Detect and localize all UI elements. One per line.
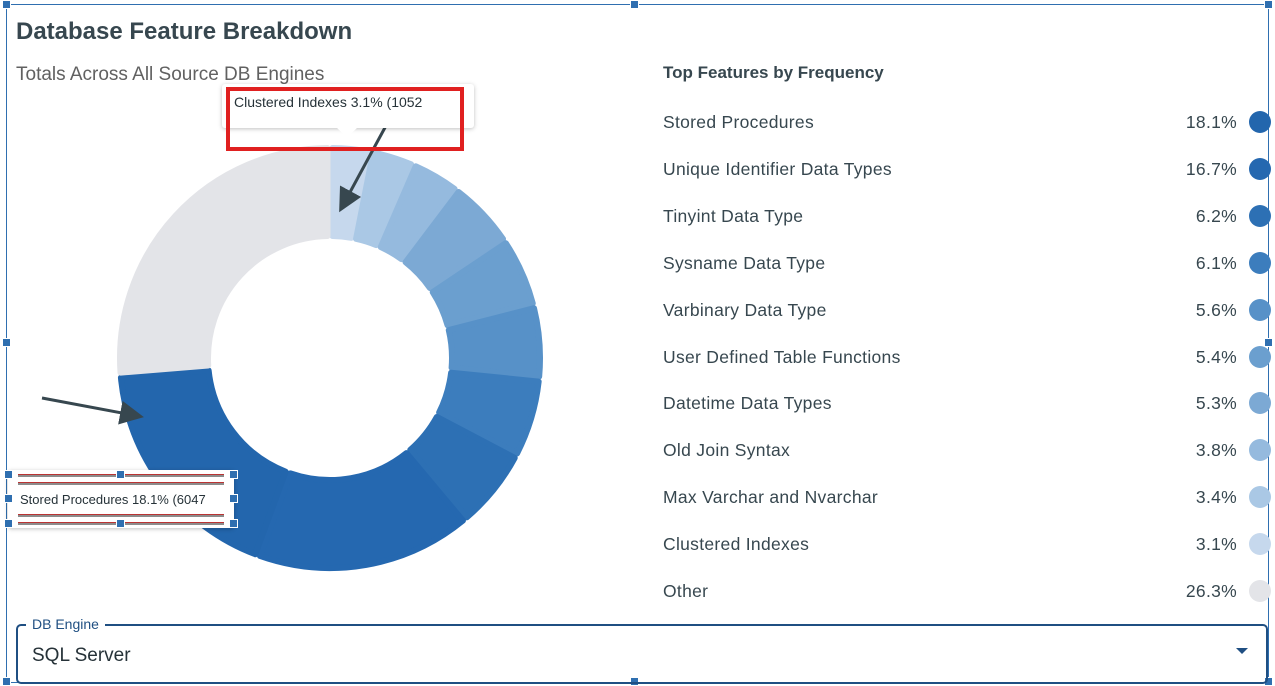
legend-value: 5.4% (1195, 346, 1237, 367)
resize-handle-middle-left[interactable] (2, 338, 11, 347)
legend-value: 3.1% (1195, 534, 1237, 555)
legend-swatch (1249, 111, 1271, 133)
annotation-arrow-clustered-indexes (339, 121, 390, 213)
legend-item-unique-identifier-data-types[interactable]: Unique Identifier Data Types 16.7% (663, 156, 1271, 182)
db-engine-select[interactable]: DB Engine SQL Server (16, 616, 1268, 684)
legend-item-tinyint-data-type[interactable]: Tinyint Data Type 6.2% (663, 203, 1271, 229)
legend-label: Tinyint Data Type (663, 205, 804, 226)
legend-item-stored-procedures[interactable]: Stored Procedures 18.1% (663, 109, 1271, 135)
db-engine-value: SQL Server (32, 645, 131, 666)
slice-sysname-data-type[interactable] (436, 369, 542, 457)
legend-value: 5.6% (1195, 299, 1237, 320)
legend-swatch (1249, 345, 1271, 368)
selection-line-bottom (18, 514, 224, 517)
legend-swatch (1249, 392, 1271, 415)
legend-swatch (1249, 486, 1271, 509)
legend-value: 26.3% (1185, 581, 1237, 601)
legend-value: 5.3% (1195, 393, 1237, 414)
db-engine-label: DB Engine (26, 616, 105, 632)
slice-old-join-syntax[interactable] (377, 163, 458, 263)
legend-swatch (1249, 298, 1271, 321)
legend-label: Sysname Data Type (663, 252, 826, 273)
tooltip-stored-procedures: Stored Procedures 18.1% (6047 (4, 470, 238, 528)
legend-label: Stored Procedures (663, 112, 815, 132)
legend-item-other[interactable]: Other 26.3% (663, 578, 1271, 604)
legend-label: Datetime Data Types (663, 393, 832, 414)
legend-item-user-defined-table-functions[interactable]: User Defined Table Functions 5.4% (663, 344, 1271, 370)
tooltip-clustered-indexes: Clustered Indexes 3.1% (1052 (222, 84, 474, 138)
selection-handle-bottom-right[interactable] (229, 519, 238, 528)
legend-label: Max Varchar and Nvarchar (663, 487, 879, 508)
slice-tinyint-data-type[interactable] (407, 413, 518, 521)
legend-swatch (1249, 251, 1271, 274)
selection-handle-top-center[interactable] (116, 470, 125, 479)
legend-value: 6.1% (1195, 252, 1237, 273)
legend-value: 16.7% (1185, 158, 1237, 179)
legend-item-clustered-indexes[interactable]: Clustered Indexes 3.1% (663, 531, 1271, 557)
legend-swatch (1249, 439, 1271, 462)
slice-max-varchar-and-nvarchar[interactable] (353, 149, 415, 249)
selection-handle-middle-right[interactable] (229, 494, 238, 503)
resize-handle-top-center[interactable] (630, 0, 639, 9)
legend-item-max-varchar-and-nvarchar[interactable]: Max Varchar and Nvarchar 3.4% (663, 484, 1271, 510)
chart-subtitle: Totals Across All Source DB Engines (16, 64, 325, 85)
chart-title: Database Feature Breakdown (16, 18, 353, 45)
legend-label: Old Join Syntax (663, 440, 791, 461)
slice-other[interactable] (117, 145, 331, 376)
legend-label: User Defined Table Functions (663, 346, 901, 367)
legend-swatch (1249, 204, 1271, 227)
selection-handle-bottom-center[interactable] (116, 519, 125, 528)
legend-swatch (1249, 580, 1271, 602)
slice-unique-identifier-data-types[interactable] (256, 450, 466, 571)
resize-handle-top-right[interactable] (1264, 0, 1273, 9)
legend-value: 6.2% (1195, 205, 1237, 226)
legend-item-datetime-data-types[interactable]: Datetime Data Types 5.3% (663, 390, 1271, 416)
legend-item-old-join-syntax[interactable]: Old Join Syntax 3.8% (663, 437, 1271, 463)
slice-varbinary-data-type[interactable] (445, 305, 543, 380)
resize-handle-middle-right[interactable] (1264, 338, 1273, 347)
legend-swatch (1249, 157, 1271, 180)
chevron-down-icon[interactable] (1236, 648, 1248, 654)
highlight-box (226, 87, 464, 151)
selection-line-top-inner (18, 482, 224, 485)
slice-datetime-data-types[interactable] (402, 188, 507, 291)
legend-value: 3.4% (1195, 487, 1237, 508)
legend-value: 18.1% (1185, 112, 1237, 132)
legend-title: Top Features by Frequency (663, 63, 884, 82)
selection-handle-middle-left[interactable] (4, 494, 13, 503)
legend-label: Varbinary Data Type (663, 299, 827, 320)
tooltip-clustered-indexes-text: Clustered Indexes 3.1% (1052 (234, 94, 423, 110)
selection-handle-top-left[interactable] (4, 470, 13, 479)
selection-handle-bottom-left[interactable] (4, 519, 13, 528)
legend-label: Unique Identifier Data Types (663, 158, 892, 179)
legend-item-varbinary-data-type[interactable]: Varbinary Data Type 5.6% (663, 297, 1271, 323)
slice-user-defined-table-functions[interactable] (429, 240, 536, 329)
resize-handle-top-left[interactable] (2, 0, 11, 9)
legend-value: 3.8% (1195, 440, 1237, 461)
resize-handle-bottom-left[interactable] (2, 677, 11, 686)
annotation-arrow-stored-procedures (41, 396, 144, 425)
legend-item-sysname-data-type[interactable]: Sysname Data Type 6.1% (663, 250, 1271, 276)
tooltip-stored-procedures-text: Stored Procedures 18.1% (6047 (20, 492, 206, 507)
legend-label: Clustered Indexes (663, 534, 810, 555)
selection-handle-top-right[interactable] (229, 470, 238, 479)
legend-swatch (1249, 533, 1271, 556)
legend-label: Other (663, 581, 709, 601)
